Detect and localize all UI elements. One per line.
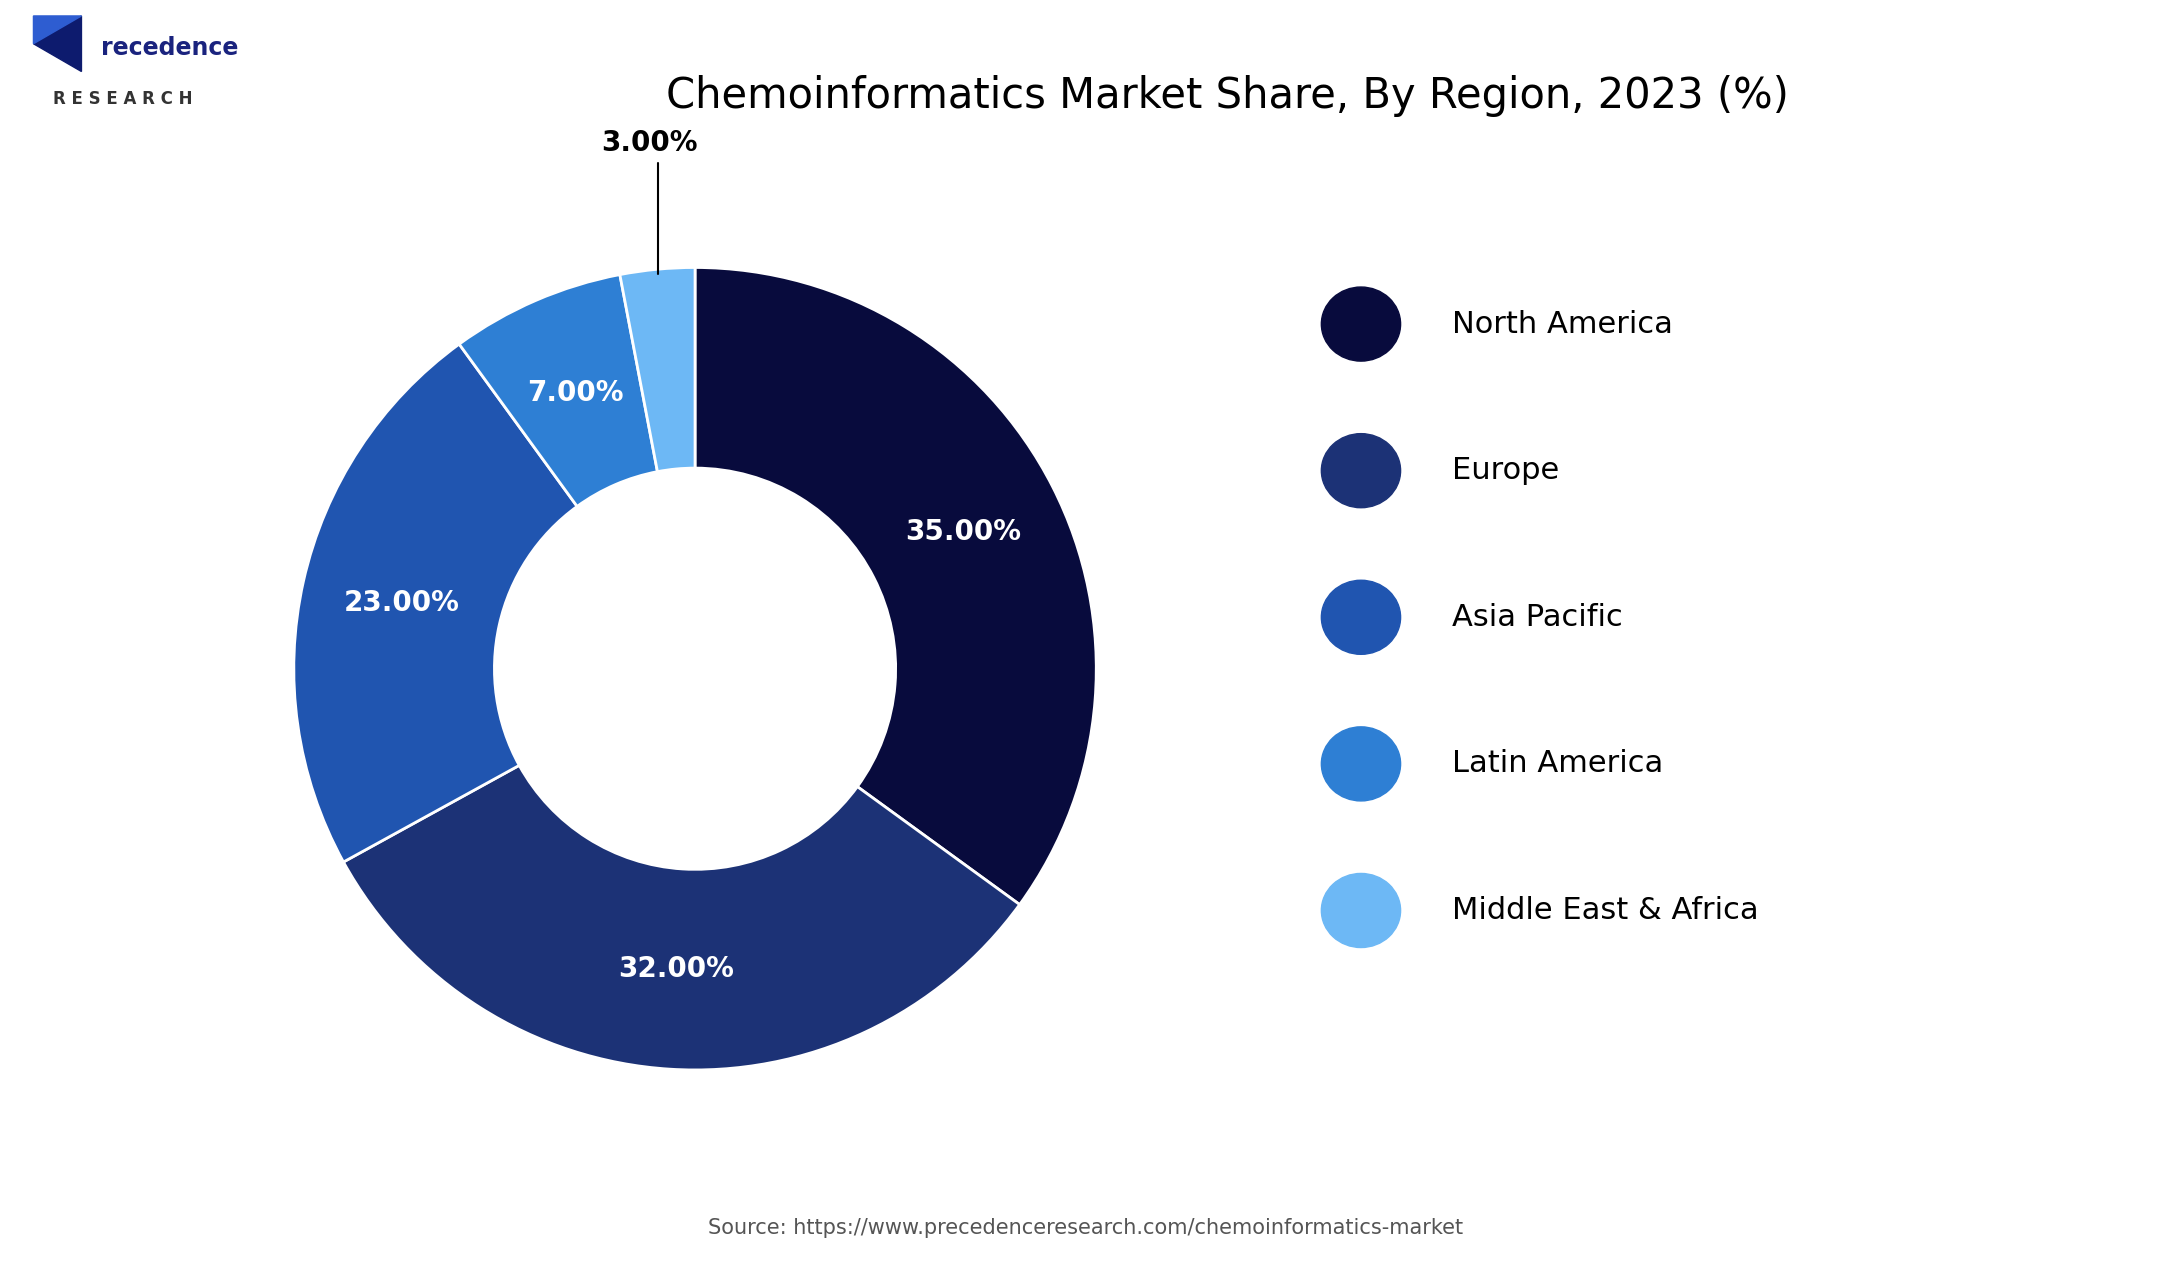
Text: 32.00%: 32.00% [619,955,734,983]
Text: 7.00%: 7.00% [528,378,623,406]
Wedge shape [695,267,1097,904]
Text: Chemoinformatics Market Share, By Region, 2023 (%): Chemoinformatics Market Share, By Region… [667,76,1788,117]
Text: Europe: Europe [1451,457,1559,485]
Wedge shape [343,765,1019,1070]
Text: 23.00%: 23.00% [343,589,458,617]
Circle shape [1321,287,1401,361]
Circle shape [1321,433,1401,508]
Text: Asia Pacific: Asia Pacific [1451,603,1622,631]
Text: North America: North America [1451,310,1672,338]
Circle shape [1321,727,1401,801]
Text: 3.00%: 3.00% [602,130,697,274]
Text: 35.00%: 35.00% [906,518,1021,547]
Circle shape [1321,580,1401,655]
Text: R E S E A R C H: R E S E A R C H [52,90,193,108]
Text: Middle East & Africa: Middle East & Africa [1451,896,1759,925]
Text: Latin America: Latin America [1451,750,1664,778]
Wedge shape [458,275,658,507]
Circle shape [1321,873,1401,948]
Text: Source: https://www.precedenceresearch.com/chemoinformatics-market: Source: https://www.precedenceresearch.c… [708,1218,1464,1238]
Polygon shape [33,15,83,72]
Wedge shape [619,267,695,472]
Polygon shape [33,15,83,44]
Text: recedence: recedence [102,36,239,60]
Wedge shape [293,345,578,862]
